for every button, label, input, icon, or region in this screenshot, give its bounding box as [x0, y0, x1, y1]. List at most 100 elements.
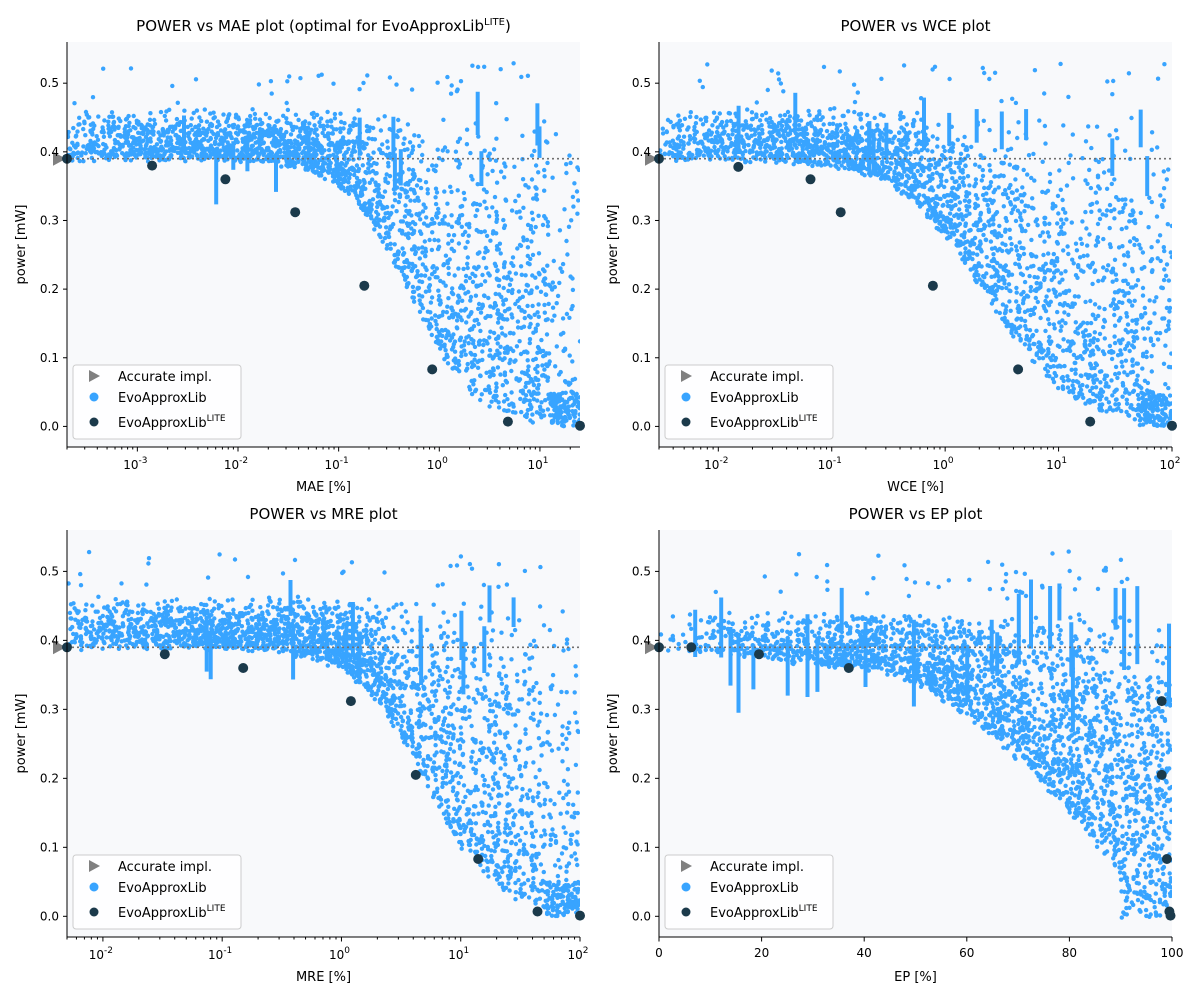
evo-point [927, 178, 933, 183]
evo-point [1147, 195, 1152, 200]
evo-point [489, 399, 494, 404]
evo-point [374, 171, 379, 176]
evo-point [778, 81, 784, 86]
evo-point [1109, 181, 1115, 187]
evo-point [693, 121, 699, 126]
evo-point [781, 134, 787, 139]
evo-point [1100, 212, 1105, 217]
evo-point [71, 150, 76, 155]
evo-point [958, 251, 963, 256]
evo-point [1009, 247, 1014, 252]
evo-point [527, 398, 532, 403]
evo-point [963, 240, 968, 245]
evo-point [91, 158, 97, 164]
evo-point [106, 123, 111, 128]
evo-point [917, 204, 923, 209]
evo-point [1045, 230, 1051, 235]
evo-point [410, 167, 416, 173]
evo-point [1113, 128, 1119, 133]
evo-point [422, 273, 428, 278]
evo-point [967, 191, 972, 196]
evo-point [533, 366, 538, 372]
evo-point [1110, 279, 1115, 284]
evo-point [1070, 378, 1076, 384]
evo-point [1094, 124, 1100, 129]
evo-point [102, 151, 107, 156]
evo-point [175, 150, 181, 155]
evo-point [1028, 307, 1034, 313]
evo-point [933, 200, 938, 206]
evo-point [188, 123, 193, 128]
evo-point [1058, 187, 1064, 192]
evo-point [1123, 202, 1128, 207]
evo-point [156, 137, 161, 142]
evo-point [536, 251, 542, 256]
evo-point [440, 217, 445, 223]
evo-point [753, 128, 758, 134]
evo-point [259, 150, 264, 155]
evo-point [285, 146, 290, 152]
evo-point [562, 419, 567, 424]
evo-point [1085, 253, 1090, 258]
evo-point [160, 128, 166, 133]
evo-point [1001, 204, 1006, 209]
evo-point [959, 213, 965, 219]
evo-point [352, 184, 357, 189]
evo-point [504, 117, 509, 122]
evo-point [528, 224, 534, 229]
evo-point [446, 222, 451, 227]
evo-point [338, 129, 343, 135]
evo-point [564, 400, 570, 405]
evo-point [1158, 258, 1163, 264]
evo-point [1146, 225, 1151, 230]
evo-point [815, 137, 820, 142]
evo-point [83, 133, 88, 138]
evo-point [506, 288, 511, 294]
evo-point [402, 265, 407, 270]
evo-point [1092, 302, 1098, 307]
evo-point [293, 161, 298, 166]
evo-point [979, 178, 984, 183]
evo-point [542, 310, 547, 315]
evo-point [436, 238, 441, 243]
evo-point [273, 136, 278, 141]
evo-point [502, 356, 507, 361]
evo-point [113, 141, 118, 146]
evo-point [518, 264, 524, 269]
evo-point [460, 298, 465, 303]
evo-point [473, 293, 479, 298]
evo-point [1013, 218, 1019, 224]
evo-point [380, 204, 385, 209]
evo-point [1079, 241, 1085, 246]
evo-point [1016, 262, 1021, 267]
evo-point [522, 413, 528, 419]
evo-point [110, 152, 116, 157]
evo-point [343, 139, 348, 145]
evo-point [922, 181, 928, 186]
evo-point [491, 330, 497, 336]
evo-point [834, 127, 839, 132]
evo-point [494, 247, 500, 252]
evo-point [290, 127, 295, 133]
evo-point [936, 122, 941, 128]
evo-point [465, 265, 470, 271]
evo-point [103, 142, 108, 148]
evo-point [741, 127, 746, 132]
evo-point [1025, 266, 1030, 271]
evo-point [284, 151, 290, 157]
evo-point [546, 351, 552, 356]
evo-point [472, 352, 478, 358]
evo-point [159, 144, 164, 149]
evo-point [1122, 293, 1127, 298]
evo-point [526, 373, 531, 379]
evo-point [1049, 277, 1054, 283]
evo-point [1078, 353, 1083, 359]
evo-point [449, 335, 455, 340]
evo-point [523, 384, 528, 389]
evo-point [576, 198, 580, 203]
evo-point [1031, 311, 1037, 316]
evo-point [519, 74, 524, 80]
evo-point [334, 127, 339, 132]
evo-point [300, 120, 306, 126]
evo-point [1101, 236, 1106, 242]
